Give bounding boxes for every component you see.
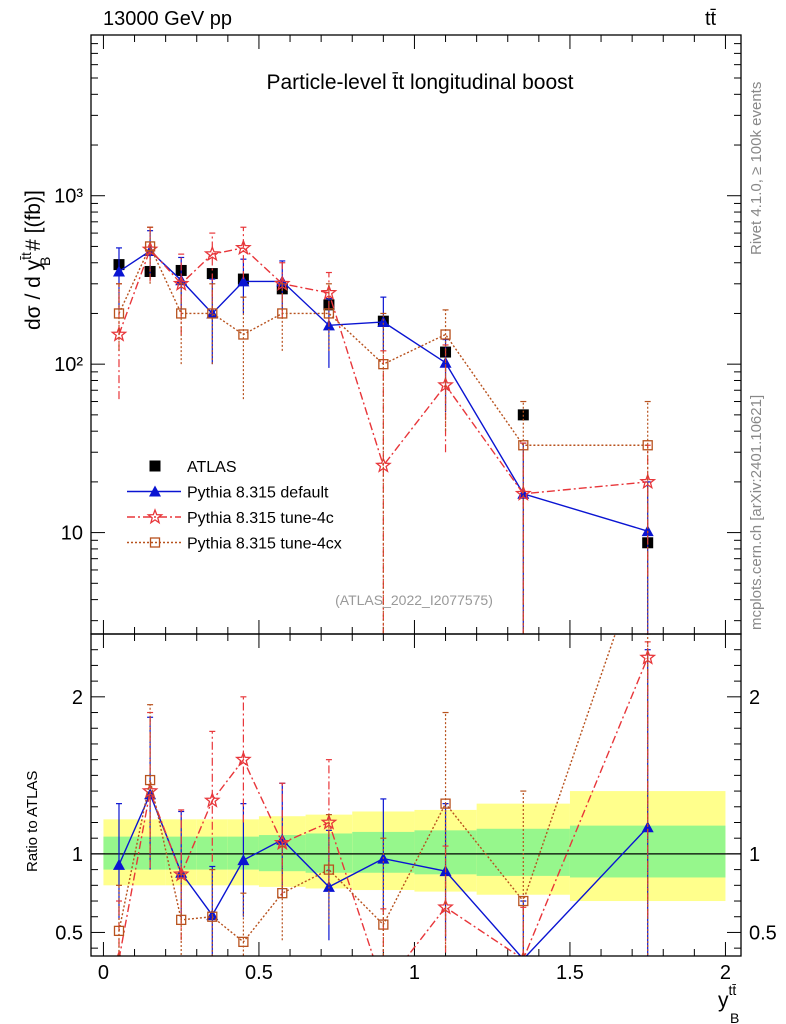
legend-label: Pythia 8.315 tune-4c: [187, 510, 334, 527]
ratio-tick-label-right: 0.5: [749, 922, 777, 944]
pythia-8-315-tune-4c-point: [203, 245, 221, 262]
legend-label: Pythia 8.315 tune-4cx: [187, 536, 342, 553]
pythia-8-315-default-point: [237, 275, 250, 287]
ratio-tick-label-right: 2: [749, 687, 760, 709]
axes: 0 0.5 1 1.5 2 10³ 10² 10 2 2 1 1 0.5 0.5: [54, 34, 777, 984]
pythia-8-315-tune-4c-ratio-point: [141, 782, 159, 799]
y-tick-label: 10³: [54, 186, 83, 208]
pythia-8-315-default-ratio-point: [322, 880, 335, 892]
legend-entry: Pythia 8.315 default: [127, 485, 329, 502]
y-tick-label: 10²: [54, 354, 83, 376]
series-layer: [110, 226, 657, 993]
pythia-8-315-tune-4cx-point: [518, 440, 529, 451]
pythia-8-315-tune-4cx-ratio-point: [113, 925, 125, 937]
pythia-8-315-tune-4cx-point: [144, 241, 156, 252]
pythia-8-315-default-ratio-point: [112, 858, 125, 870]
pythia-8-315-tune-4cx-point: [176, 308, 187, 319]
analysis-id: (ATLAS_2022_I2077575): [335, 592, 493, 608]
series-pythia-8-315-tune-4c: [110, 226, 657, 634]
pythia-8-315-default-point: [112, 265, 125, 277]
y-tick-label: 10: [61, 523, 83, 545]
y-axis-label-sub: B: [37, 257, 53, 266]
pythia-8-315-tune-4cx-point: [113, 308, 125, 319]
energy-label: 13000 GeV pp: [103, 8, 232, 30]
series-pythia-8-315-tune-4cx: [113, 226, 653, 634]
pythia-8-315-tune-4cx-ratio-line: [118, 634, 616, 943]
y-axis-label-sup: t̄t: [18, 252, 34, 260]
pythia-8-315-default-point: [377, 315, 390, 327]
y-axis-label-units: # [(fb)]: [22, 190, 45, 257]
legend: ATLAS Pythia 8.315 default Pythia 8.315 tu…: [127, 459, 342, 553]
pythia-8-315-tune-4cx-ratio-point: [440, 798, 451, 809]
ratio-tick-label-left: 0.5: [55, 922, 83, 944]
legend-label: Pythia 8.315 default: [187, 485, 329, 502]
pythia-8-315-tune-4c-point: [234, 239, 252, 256]
frame: [90, 34, 742, 957]
legend-entry: Pythia 8.315 tune-4c: [127, 508, 334, 527]
pythia-8-315-tune-4cx-ratio-point: [277, 888, 288, 899]
ratio-tick-label-right: 1: [749, 844, 760, 866]
legend-marker: [149, 537, 161, 548]
pythia-8-315-tune-4cx-ratio-point: [378, 919, 389, 930]
pythia-8-315-tune-4cx-point: [207, 308, 218, 319]
pythia-8-315-tune-4cx-point: [323, 308, 335, 319]
pythia-8-315-tune-4cx-ratio-point: [207, 911, 218, 922]
pythia-8-315-tune-4c-point: [320, 284, 338, 300]
pythia-8-315-tune-4c-ratio-point: [234, 750, 252, 767]
pythia-8-315-tune-4cx-ratio-point: [238, 936, 249, 948]
pythia-8-315-tune-4cx-ratio-point: [323, 864, 335, 875]
x-axis-label: ytt̄ B: [718, 982, 739, 1024]
legend-entry: Pythia 8.315 tune-4cx: [127, 536, 342, 553]
ratio-y-axis-label: Ratio to ATLAS: [24, 771, 41, 872]
pythia-8-315-tune-4cx-point: [642, 440, 653, 451]
x-tick-label: 0: [98, 962, 109, 984]
pythia-8-315-tune-4cx-point: [378, 359, 389, 370]
x-tick-label: 1.5: [556, 962, 584, 984]
x-axis-label-main: y: [718, 989, 729, 1012]
pythia-8-315-tune-4cx-point: [440, 329, 451, 340]
ratio-tick-label-left: 1: [72, 844, 83, 866]
pythia-8-315-tune-4c-ratio-point: [320, 813, 338, 830]
ratio-tick-label-left: 2: [72, 687, 83, 709]
chart-title: Particle-level t̄t longitudinal boost: [266, 71, 573, 94]
legend-marker: [149, 460, 161, 472]
pythia-8-315-tune-4c-ratio-point: [203, 791, 221, 808]
pythia-8-315-tune-4cx-point: [277, 308, 288, 319]
pythia-8-315-tune-4c-point: [639, 473, 657, 490]
pythia-8-315-tune-4cx-ratio-point: [518, 895, 529, 907]
y-axis-label-main: dσ / d y: [22, 259, 45, 330]
pythia-8-315-default-ratio-point: [237, 854, 250, 866]
x-tick-label: 0.5: [245, 962, 273, 984]
uncertainty-bands: [91, 791, 741, 902]
y-axis-label: dσ / d yt̄tB # [(fb)]: [18, 190, 53, 330]
ratio-band-inner: [476, 828, 570, 876]
legend-label: ATLAS: [187, 459, 237, 476]
pythia-8-315-tune-4cx-point: [238, 329, 249, 340]
pythia-8-315-tune-4cx-ratio-point: [144, 774, 156, 786]
x-tick-label: 2: [720, 962, 731, 984]
pythia-8-315-tune-4c-point: [437, 376, 454, 393]
x-axis-label-sup: tt̄: [729, 982, 737, 998]
legend-entry: ATLAS: [149, 459, 237, 476]
x-tick-label: 1: [409, 962, 420, 984]
legend-marker: [149, 485, 161, 497]
x-axis-label-sub: B: [730, 1010, 739, 1024]
ratio-series-pythia-8-315-tune-4cx: [113, 634, 651, 956]
pythia-8-315-default-point: [641, 525, 654, 537]
ratio-panel-frame: [90, 633, 742, 957]
legend-marker: [146, 508, 164, 525]
pythia-8-315-tune-4c-ratio-point: [377, 980, 390, 993]
process-label: tt̄: [705, 8, 717, 30]
pythia-8-315-tune-4cx-ratio-point: [176, 914, 187, 926]
pythia-8-315-tune-4c-ratio-point: [639, 648, 657, 665]
